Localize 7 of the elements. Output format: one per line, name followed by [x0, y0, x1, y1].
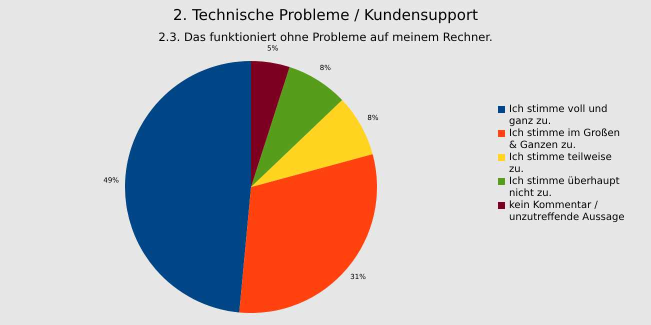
legend-label: Ich stimme teilweise zu.	[509, 152, 613, 176]
legend-label: Ich stimme voll und ganz zu.	[509, 104, 608, 128]
chart-title: 2. Technische Probleme / Kundensupport	[172, 6, 479, 24]
chart-subtitle: 2.3. Das funktioniert ohne Probleme auf meinem Rechner.	[157, 30, 494, 44]
legend-label: Ich stimme im Großen & Ganzen zu.	[509, 128, 621, 152]
legend-label: kein Kommentar / unzutreffende Aussage	[509, 200, 626, 224]
legend-label: Ich stimme überhaupt nicht zu.	[509, 176, 621, 200]
